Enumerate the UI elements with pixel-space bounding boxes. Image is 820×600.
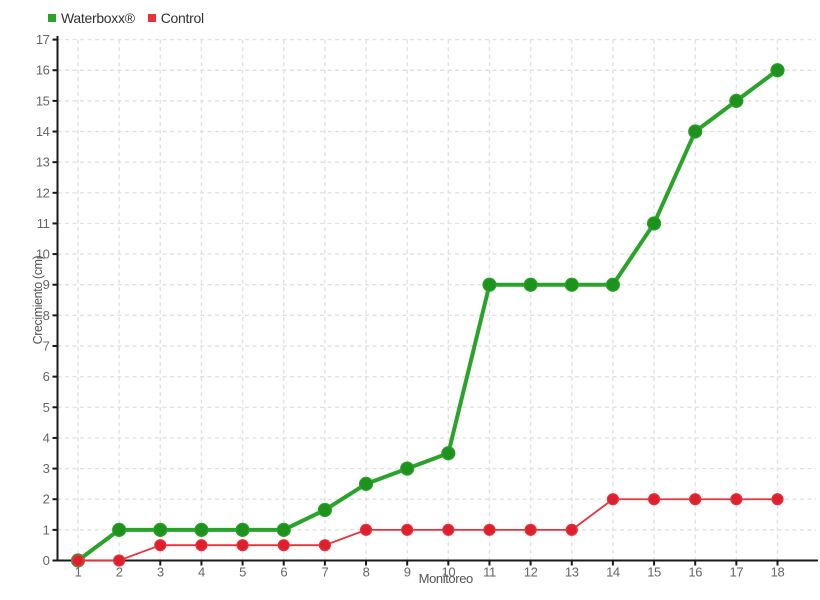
- x-tick-label: 4: [198, 565, 205, 580]
- y-tick-label: 8: [43, 308, 50, 323]
- legend-item-waterboxx[interactable]: Waterboxx®: [48, 10, 135, 26]
- data-point-waterboxx: [646, 216, 662, 231]
- data-point-waterboxx: [564, 277, 579, 292]
- y-tick-label: 12: [36, 185, 50, 200]
- legend-swatch-waterboxx: [48, 14, 56, 22]
- data-point-waterboxx: [729, 93, 744, 108]
- y-tick-label: 2: [43, 492, 50, 507]
- data-point-control: [771, 493, 784, 506]
- y-tick-label: 6: [43, 369, 50, 384]
- y-tick-label: 13: [36, 155, 50, 170]
- y-tick-label: 5: [43, 400, 50, 415]
- data-point-waterboxx: [523, 277, 538, 292]
- y-tick-label: 17: [36, 32, 50, 47]
- y-tick-label: 9: [43, 277, 50, 292]
- y-tick-label: 14: [36, 124, 50, 139]
- data-point-waterboxx: [441, 446, 456, 461]
- legend-item-control[interactable]: Control: [147, 10, 204, 26]
- data-point-waterboxx: [112, 522, 127, 537]
- x-tick-label: 18: [771, 565, 785, 580]
- legend-label-waterboxx: Waterboxx®: [61, 10, 135, 26]
- data-point-control: [565, 523, 578, 536]
- data-point-control: [606, 493, 620, 506]
- x-axis-title: Monitoreo: [419, 571, 473, 586]
- x-tick-label: 14: [606, 565, 620, 580]
- data-point-control: [524, 523, 537, 536]
- x-tick-label: 16: [688, 565, 702, 580]
- x-tick-label: 13: [565, 565, 579, 580]
- x-tick-label: 8: [363, 565, 370, 580]
- chart-legend: Waterboxx® Control: [48, 10, 204, 26]
- data-point-waterboxx: [688, 124, 703, 139]
- x-tick-label: 1: [75, 565, 82, 580]
- legend-swatch-control: [147, 14, 156, 22]
- y-tick-label: 11: [37, 216, 50, 231]
- y-tick-label: 10: [36, 247, 50, 262]
- data-point-control: [401, 523, 414, 536]
- data-point-control: [236, 539, 249, 552]
- x-tick-label: 2: [116, 565, 123, 580]
- y-tick-label: 3: [43, 461, 50, 476]
- y-tick-label: 4: [43, 430, 50, 445]
- y-tick-label: 1: [43, 522, 50, 537]
- data-line-control: [77, 498, 779, 562]
- y-tick-label: 15: [36, 93, 50, 108]
- data-point-waterboxx: [400, 461, 415, 476]
- data-point-waterboxx: [235, 522, 250, 537]
- data-point-waterboxx: [770, 63, 785, 78]
- data-point-waterboxx: [317, 502, 332, 518]
- legend-label-control: Control: [160, 10, 204, 26]
- data-point-control: [113, 554, 126, 567]
- x-tick-label: 6: [280, 565, 287, 580]
- x-tick-label: 5: [239, 565, 246, 580]
- data-point-waterboxx: [194, 522, 209, 537]
- data-point-control: [154, 539, 167, 552]
- data-point-control: [195, 539, 208, 552]
- x-tick-label: 11: [483, 565, 496, 580]
- x-tick-label: 15: [647, 565, 661, 580]
- data-point-waterboxx: [482, 277, 497, 292]
- y-tick-label: 16: [36, 63, 50, 78]
- data-point-control: [483, 523, 496, 536]
- y-tick-label: 7: [43, 339, 50, 354]
- x-tick-label: 17: [730, 565, 744, 580]
- data-point-control: [730, 493, 743, 506]
- data-point-control: [277, 539, 290, 552]
- x-tick-label: 3: [157, 565, 164, 580]
- y-axis-title: Crecimiento (cm): [31, 255, 45, 344]
- y-tick-label: 0: [43, 553, 50, 568]
- x-tick-label: 12: [524, 565, 538, 580]
- data-point-waterboxx: [358, 476, 374, 491]
- data-point-control: [689, 493, 702, 506]
- data-point-waterboxx: [276, 522, 291, 537]
- data-point-control: [71, 554, 85, 567]
- x-tick-label: 10: [441, 565, 455, 580]
- x-tick-label: 7: [321, 565, 328, 580]
- data-point-waterboxx: [153, 522, 168, 537]
- data-point-control: [359, 523, 373, 536]
- data-point-waterboxx: [605, 277, 621, 292]
- data-point-control: [318, 539, 331, 552]
- data-point-control: [647, 493, 661, 506]
- data-point-control: [442, 523, 455, 536]
- x-tick-label: 9: [404, 565, 411, 580]
